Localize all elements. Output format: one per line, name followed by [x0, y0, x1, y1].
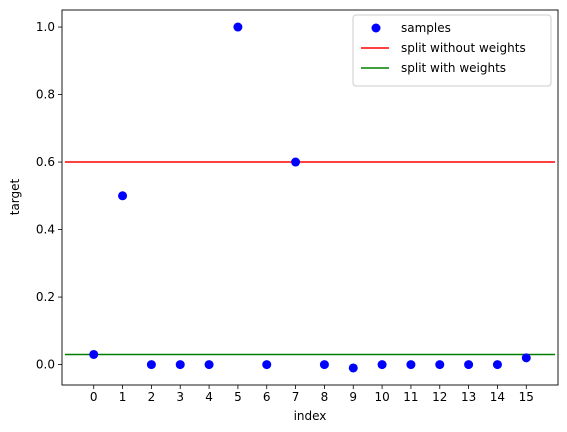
- x-tick-label: 13: [461, 390, 476, 404]
- x-tick-label: 11: [403, 390, 418, 404]
- sample-point: [262, 360, 272, 370]
- x-tick-label: 5: [234, 390, 242, 404]
- legend-items: samples split without weights split with w…: [361, 21, 526, 75]
- legend-label: split with weights: [401, 61, 506, 75]
- sample-point: [435, 360, 445, 370]
- x-tick-label: 4: [205, 390, 213, 404]
- x-tick-label: 0: [90, 390, 98, 404]
- legend-label: samples: [401, 21, 451, 35]
- sample-point: [233, 22, 243, 32]
- x-axis-label: index: [294, 409, 327, 423]
- sample-point: [521, 353, 531, 363]
- sample-point: [291, 157, 301, 167]
- y-tick-label: 0.0: [36, 358, 55, 372]
- x-tick-label: 14: [490, 390, 505, 404]
- x-tick-label: 6: [263, 390, 271, 404]
- x-tick-label: 3: [176, 390, 184, 404]
- sample-point: [492, 360, 502, 370]
- sample-point: [89, 349, 99, 359]
- sample-point: [348, 363, 358, 373]
- y-tick-label: 0.4: [36, 223, 55, 237]
- sample-point: [464, 360, 474, 370]
- y-tick-label: 1.0: [36, 20, 55, 34]
- legend-box: [352, 14, 552, 87]
- sample-point: [319, 360, 329, 370]
- legend-marker: [371, 23, 381, 33]
- x-tick-label: 9: [349, 390, 357, 404]
- x-tick-label: 7: [292, 390, 300, 404]
- y-axis-label: target: [8, 178, 22, 215]
- y-tick-label: 0.2: [36, 290, 55, 304]
- y-axis: 0.0 0.2 0.4 0.6 0.8 1.0: [36, 20, 62, 372]
- x-tick-label: 12: [432, 390, 447, 404]
- sample-point: [377, 360, 387, 370]
- x-tick-label: 8: [321, 390, 329, 404]
- sample-point: [175, 360, 185, 370]
- x-tick-label: 15: [519, 390, 534, 404]
- sample-point: [118, 191, 128, 201]
- x-tick-label: 10: [374, 390, 389, 404]
- legend: samples split without weights split with w…: [352, 14, 552, 87]
- x-axis: 0 1 2 3 4 5 6 7 8 9 10 11 12 13 14 15: [90, 385, 534, 404]
- sample-point: [406, 360, 416, 370]
- y-tick-label: 0.8: [36, 88, 55, 102]
- series-layer: [64, 22, 556, 373]
- y-tick-label: 0.6: [36, 155, 55, 169]
- sample-point: [204, 360, 214, 370]
- x-tick-label: 2: [148, 390, 156, 404]
- x-tick-label: 1: [119, 390, 127, 404]
- sample-point: [146, 360, 156, 370]
- legend-label: split without weights: [401, 41, 526, 55]
